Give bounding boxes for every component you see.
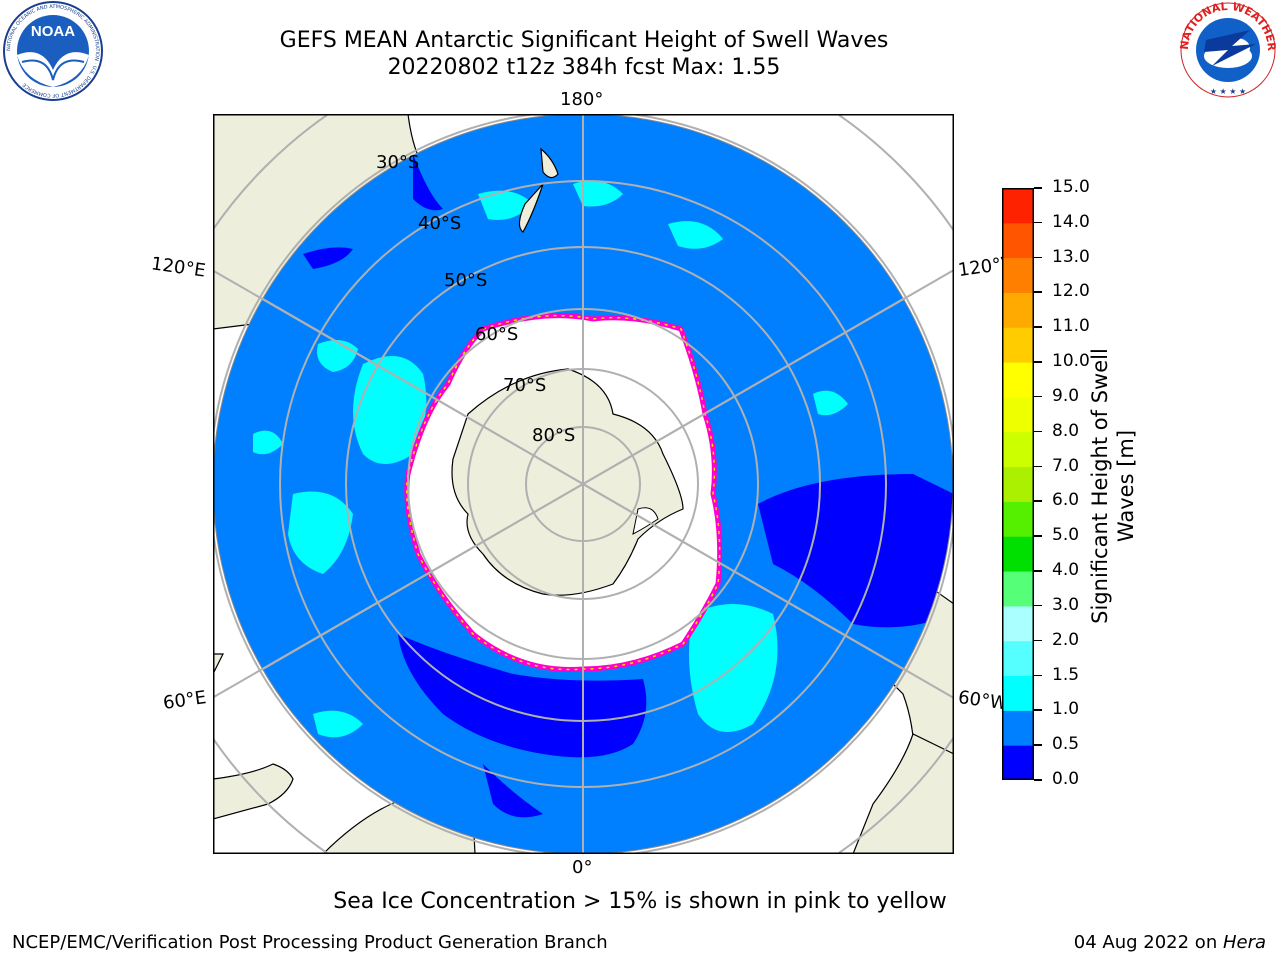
colorbar-segment xyxy=(1002,431,1034,468)
colorbar xyxy=(1002,188,1034,780)
colorbar-tick-label: 14.0 xyxy=(1052,211,1090,232)
lon-label-60w: 60°W xyxy=(956,686,1006,715)
polar-map xyxy=(213,114,954,854)
colorbar-tick-label: 10.0 xyxy=(1052,351,1090,372)
colorbar-tick-mark xyxy=(1034,395,1042,398)
colorbar-tick-label: 0.5 xyxy=(1052,734,1080,755)
lon-label-120w: 120°W xyxy=(956,253,1006,282)
colorbar-segment xyxy=(1002,745,1034,780)
map-title: GEFS MEAN Antarctic Significant Height o… xyxy=(279,28,889,53)
colorbar-segment xyxy=(1002,605,1034,642)
colorbar-segment xyxy=(1002,188,1034,224)
colorbar-segment xyxy=(1002,466,1034,502)
colorbar-tick-mark xyxy=(1034,187,1042,189)
lon-label-60e: 60°E xyxy=(161,687,208,714)
colorbar-tick-mark xyxy=(1034,361,1042,363)
colorbar-tick-label: 1.5 xyxy=(1052,664,1080,685)
colorbar-tick-mark xyxy=(1034,744,1042,746)
lon-label-120e: 120°E xyxy=(149,253,207,282)
colorbar-tick-mark xyxy=(1034,221,1042,224)
colorbar-tick-mark xyxy=(1034,326,1042,328)
svg-text:★ ★ ★ ★: ★ ★ ★ ★ xyxy=(1210,87,1246,96)
run-date: 04 Aug 2022 on Hera xyxy=(1074,932,1266,953)
colorbar-tick-mark xyxy=(1034,639,1042,642)
lon-label-0: 0° xyxy=(572,857,593,878)
colorbar-tick-mark xyxy=(1034,465,1042,468)
colorbar-tick-label: 9.0 xyxy=(1052,385,1080,406)
colorbar-tick-label: 3.0 xyxy=(1052,594,1080,615)
colorbar-tick-label: 11.0 xyxy=(1052,316,1090,337)
lat-label-30s: 30°S xyxy=(376,152,420,173)
producer-credit: NCEP/EMC/Verification Post Processing Pr… xyxy=(12,932,608,953)
new-zealand-land xyxy=(518,147,559,233)
noaa-logo: NOAA NATIONAL OCEANIC AND ATMOSPHERIC AD… xyxy=(3,1,103,101)
nws-logo: NATIONAL WEATHER SERVICE ★ ★ ★ ★ xyxy=(1176,0,1278,98)
colorbar-segment xyxy=(1002,675,1034,711)
south-america-land-lower xyxy=(852,733,954,854)
colorbar-segment xyxy=(1002,292,1034,328)
colorbar-segment xyxy=(1002,640,1034,677)
lat-label-50s: 50°S xyxy=(444,270,488,291)
colorbar-title-line1: Significant Height of Swell xyxy=(1088,348,1112,624)
colorbar-segment xyxy=(1002,536,1034,572)
lat-label-80s: 80°S xyxy=(532,425,576,446)
noaa-logo-text: NOAA xyxy=(31,23,75,40)
colorbar-tick-label: 12.0 xyxy=(1052,281,1090,302)
colorbar-tick-label: 6.0 xyxy=(1052,490,1080,511)
colorbar-tick-mark xyxy=(1034,709,1042,711)
colorbar-tick-mark xyxy=(1034,779,1042,781)
colorbar-segment xyxy=(1002,710,1034,746)
colorbar-tick-mark xyxy=(1034,500,1042,502)
run-date-text: 04 Aug 2022 on xyxy=(1073,932,1223,953)
colorbar-tick-label: 8.0 xyxy=(1052,420,1080,441)
colorbar-segment xyxy=(1002,501,1034,537)
colorbar-tick-label: 13.0 xyxy=(1052,246,1090,267)
colorbar-segment xyxy=(1002,396,1034,433)
colorbar-title-line2: Waves [m] xyxy=(1114,429,1138,543)
colorbar-segment xyxy=(1002,257,1034,293)
colorbar-tick-label: 15.0 xyxy=(1052,177,1090,197)
colorbar-tick-mark xyxy=(1034,604,1042,607)
lat-label-40s: 40°S xyxy=(418,213,462,234)
colorbar-tick-label: 5.0 xyxy=(1052,525,1080,546)
colorbar-tick-mark xyxy=(1034,291,1042,293)
colorbar-tick-label: 0.0 xyxy=(1052,769,1080,789)
colorbar-tick-mark xyxy=(1034,430,1042,433)
colorbar-tick-label: 2.0 xyxy=(1052,629,1080,650)
colorbar-tick-label: 7.0 xyxy=(1052,455,1080,476)
colorbar-segment xyxy=(1002,362,1034,398)
colorbar-tick-label: 1.0 xyxy=(1052,699,1080,720)
sea-ice-edge xyxy=(406,314,721,671)
sea-ice-note: Sea Ice Concentration > 15% is shown in … xyxy=(333,889,947,914)
colorbar-tick-mark xyxy=(1034,535,1042,537)
colorbar-tick-label: 4.0 xyxy=(1052,560,1080,581)
colorbar-segment xyxy=(1002,571,1034,607)
lat-label-70s: 70°S xyxy=(503,375,547,396)
colorbar-tick-mark xyxy=(1034,256,1042,259)
run-machine: Hera xyxy=(1222,932,1266,953)
colorbar-segment xyxy=(1002,222,1034,259)
small-land xyxy=(213,653,224,675)
graticule xyxy=(213,114,954,854)
colorbar-segment xyxy=(1002,327,1034,363)
lon-label-180: 180° xyxy=(560,89,604,110)
antarctica-land xyxy=(451,368,684,596)
madagascar-land xyxy=(213,763,294,820)
map-subtitle: 20220802 t12z 384h fcst Max: 1.55 xyxy=(387,55,781,80)
lat-label-60s: 60°S xyxy=(475,324,519,345)
colorbar-tick-mark xyxy=(1034,674,1042,677)
map-border xyxy=(213,114,954,854)
colorbar-tick-mark xyxy=(1034,570,1042,572)
colorbar-title: Significant Height of Swell Waves [m] xyxy=(1087,276,1139,696)
low-swell-areas xyxy=(303,154,953,818)
